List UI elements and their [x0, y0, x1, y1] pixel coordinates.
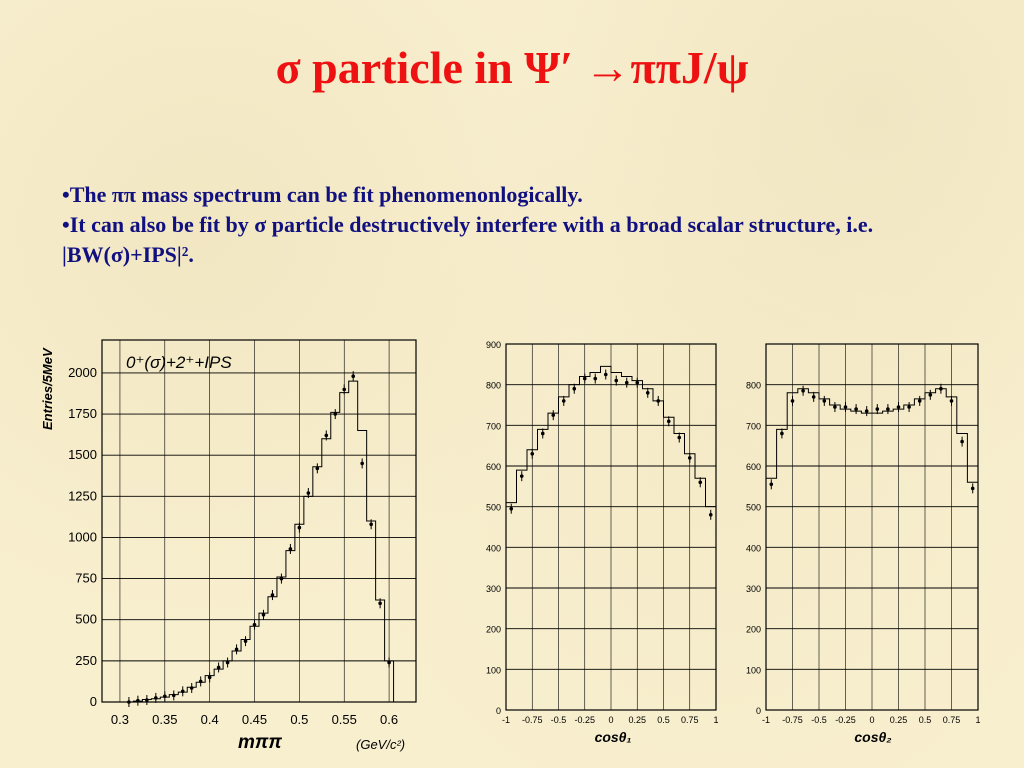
x-tick-label: -0.75 [522, 715, 543, 725]
y-tick-label: 0 [756, 706, 761, 716]
y-tick-label: 500 [746, 503, 761, 513]
y-tick-label: 700 [486, 421, 501, 431]
y-tick-label: 1750 [68, 406, 97, 421]
y-tick-label: 400 [746, 543, 761, 553]
x-tick-label: 1 [713, 715, 718, 725]
x-tick-label: 0.5 [290, 712, 308, 727]
y-tick-label: 200 [486, 625, 501, 635]
x-tick-label: -1 [502, 715, 510, 725]
y-tick-label: 250 [75, 653, 97, 668]
x-tick-label: -0.75 [782, 715, 803, 725]
y-tick-label: 1500 [68, 447, 97, 462]
x-tick-label: 0.4 [201, 712, 219, 727]
y-tick-label: 300 [486, 584, 501, 594]
x-tick-label: -0.25 [574, 715, 595, 725]
x-tick-label: 0.3 [111, 712, 129, 727]
y-tick-label: 400 [486, 543, 501, 553]
y-tick-label: 1250 [68, 488, 97, 503]
x-tick-label: 0.75 [943, 715, 961, 725]
y-tick-label: 1000 [68, 529, 97, 544]
chart-annotation: 0⁺(σ)+2⁺+IPS [126, 353, 232, 372]
y-tick-label: 0 [496, 706, 501, 716]
y-tick-label: 500 [75, 612, 97, 627]
y-tick-label: 2000 [68, 365, 97, 380]
x-tick-label: 0.75 [681, 715, 699, 725]
x-axis-label: cosθ₂ [854, 729, 891, 745]
x-tick-label: 0.25 [628, 715, 646, 725]
x-tick-label: 0 [608, 715, 613, 725]
fit-histogram [505, 365, 717, 710]
y-tick-label: 900 [486, 340, 501, 350]
fit-histogram [124, 380, 395, 703]
bullet-list: •The ππ mass spectrum can be fit phenome… [62, 180, 982, 270]
y-tick-label: 800 [746, 381, 761, 391]
bullet-item: •The ππ mass spectrum can be fit phenome… [62, 182, 583, 207]
y-tick-label: 700 [746, 421, 761, 431]
x-tick-label: 0.35 [152, 712, 177, 727]
x-axis-label: mππ [238, 732, 282, 753]
y-tick-label: 200 [746, 625, 761, 635]
x-tick-label: 0.5 [657, 715, 670, 725]
x-tick-label: 0.6 [380, 712, 398, 727]
y-tick-label: 800 [486, 381, 501, 391]
y-tick-label: 300 [746, 584, 761, 594]
x-tick-label: -0.5 [551, 715, 567, 725]
x-tick-label: -0.25 [835, 715, 856, 725]
x-tick-label: 0.45 [242, 712, 267, 727]
y-tick-label: 500 [486, 503, 501, 513]
x-tick-label: -0.5 [811, 715, 827, 725]
x-tick-label: -1 [762, 715, 770, 725]
fit-histogram [765, 388, 979, 710]
y-tick-label: 600 [486, 462, 501, 472]
x-tick-label: 0.5 [919, 715, 932, 725]
cos-theta2-chart: -1 -0.75 -0.5 -0.25 0 0.25 0.5 0.75 1 0 100 200 300 4… [746, 343, 981, 745]
x-tick-label: 1 [975, 715, 980, 725]
y-tick-label: 0 [90, 694, 97, 709]
x-tick-label: 0.55 [332, 712, 357, 727]
y-tick-label: 600 [746, 462, 761, 472]
x-tick-label: 0 [869, 715, 874, 725]
y-tick-label: 100 [746, 665, 761, 675]
cos-theta1-chart: -1 -0.75 -0.5 -0.25 0 0.25 0.5 0.75 1 0 100 200 300 4… [486, 340, 719, 745]
x-axis-unit: (GeV/c²) [356, 737, 405, 752]
x-tick-label: 0.25 [890, 715, 908, 725]
bullet-item: •It can also be fit by σ particle destru… [62, 212, 874, 267]
y-tick-label: 750 [75, 571, 97, 586]
mass-spectrum-chart: 0.3 0.35 0.4 0.45 0.5 0.55 0.6 0 250 500 750 1000 12… [40, 339, 417, 753]
slide-title: σ particle in Ψ′ →ππJ/ψ [275, 42, 749, 93]
y-axis-label: Entries/5MeV [40, 347, 55, 430]
y-tick-label: 100 [486, 665, 501, 675]
x-axis-label: cosθ₁ [595, 729, 632, 745]
